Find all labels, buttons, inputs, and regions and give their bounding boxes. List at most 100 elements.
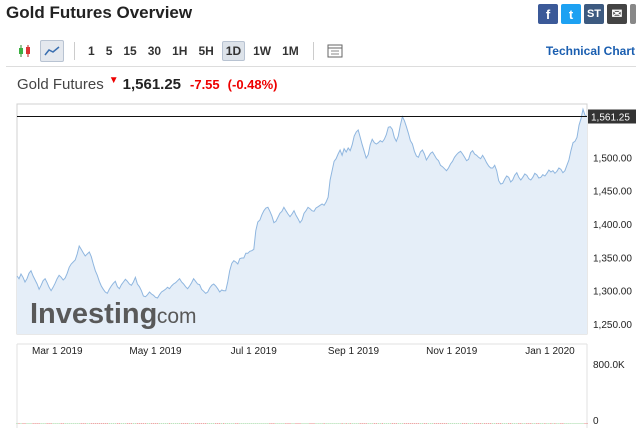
volume-bar <box>471 423 474 424</box>
volume-bar <box>451 423 454 424</box>
interval-30[interactable]: 30 <box>147 44 162 58</box>
volume-bar <box>237 423 239 424</box>
volume-bar <box>211 423 213 424</box>
chart-settings-icon[interactable] <box>324 41 346 61</box>
volume-bar <box>221 423 223 424</box>
volume-bar <box>34 423 36 424</box>
volume-bar <box>496 423 498 424</box>
x-tick-label: Jan 1 2020 <box>525 346 575 357</box>
area-chart-icon[interactable] <box>40 40 64 62</box>
volume-bar <box>405 423 408 424</box>
volume-bar <box>94 423 96 424</box>
volume-bar <box>70 423 72 424</box>
x-tick-label: Mar 1 2019 <box>32 346 83 357</box>
interval-1[interactable]: 1 <box>88 44 95 58</box>
volume-bar <box>54 423 56 424</box>
volume-bar <box>271 423 273 424</box>
volume-bar <box>176 423 179 424</box>
volume-bar <box>512 423 514 424</box>
volume-bar <box>409 423 412 424</box>
volume-bar <box>453 423 456 424</box>
volume-bar <box>431 423 434 424</box>
volume-bar <box>457 423 460 424</box>
interval-1m[interactable]: 1M <box>282 44 299 58</box>
volume-bar <box>241 423 243 424</box>
volume-bar <box>552 423 554 424</box>
volume-bar <box>194 423 197 424</box>
volume-bar <box>245 423 247 424</box>
volume-bar <box>427 423 430 424</box>
volume-bar <box>106 423 108 424</box>
volume-bar <box>369 423 371 424</box>
volume-bar <box>417 423 420 424</box>
twitter-icon[interactable]: t <box>561 4 581 24</box>
volume-bar <box>540 423 542 424</box>
volume-bar <box>580 423 582 424</box>
volume-bar <box>295 423 297 424</box>
interval-1w[interactable]: 1W <box>253 44 272 58</box>
volume-bar <box>184 423 187 424</box>
volume-bar <box>291 423 293 424</box>
volume-bar <box>22 423 24 424</box>
interval-1d[interactable]: 1D <box>221 41 246 61</box>
volume-bar <box>345 423 347 424</box>
volume-bar <box>353 423 355 424</box>
toolbar-divider <box>74 42 75 60</box>
stocktwits-icon[interactable]: ST <box>584 4 604 24</box>
volume-bar <box>132 423 135 424</box>
volume-bar <box>112 423 114 424</box>
volume-bar <box>56 423 58 424</box>
volume-bar <box>20 423 22 424</box>
volume-bar <box>341 423 343 424</box>
volume-bar <box>554 423 556 424</box>
volume-bar <box>50 423 52 424</box>
volume-bar <box>293 423 295 424</box>
volume-bar <box>305 423 307 424</box>
volume-bar <box>36 423 38 424</box>
volume-bar <box>389 423 391 424</box>
volume-bar <box>397 423 399 424</box>
volume-bar <box>586 423 588 424</box>
volume-bar <box>441 423 444 424</box>
volume-bar <box>198 423 201 424</box>
volume-bar <box>303 423 305 424</box>
volume-bar <box>231 423 233 424</box>
volume-bar <box>142 423 145 424</box>
volume-bar <box>82 423 84 424</box>
candlestick-icon[interactable] <box>14 41 36 61</box>
technical-chart-link[interactable]: Technical Chart <box>545 44 635 58</box>
facebook-icon[interactable]: f <box>538 4 558 24</box>
volume-bar <box>235 423 237 424</box>
volume-bar <box>361 423 363 424</box>
volume-bar <box>253 423 255 424</box>
volume-bar <box>485 423 488 424</box>
volume-bar <box>568 423 570 424</box>
more-share-icon[interactable] <box>630 4 636 24</box>
volume-bar <box>46 423 48 424</box>
interval-5[interactable]: 5 <box>105 44 113 58</box>
volume-bar <box>375 423 377 424</box>
last-price: 1,561.25 <box>122 76 182 93</box>
volume-bar <box>469 423 472 424</box>
interval-15[interactable]: 15 <box>123 44 137 58</box>
volume-bar <box>331 423 333 424</box>
volume-bar <box>403 423 406 424</box>
volume-bar <box>28 423 30 424</box>
volume-bar <box>154 423 157 424</box>
volume-tick-label: 0 <box>593 416 599 427</box>
volume-bar <box>26 423 28 424</box>
volume-bar <box>287 423 289 424</box>
interval-1h[interactable]: 1H <box>172 44 188 58</box>
volume-bar <box>164 423 167 424</box>
volume-bar <box>395 423 397 424</box>
volume-bar <box>307 423 309 424</box>
last-price-tag <box>588 109 636 124</box>
volume-bar <box>518 423 520 424</box>
volume-bar <box>259 423 261 424</box>
volume-bar <box>313 423 315 424</box>
volume-bar <box>124 423 127 424</box>
email-icon[interactable]: ✉ <box>607 4 627 24</box>
volume-bar <box>584 423 586 424</box>
interval-5h[interactable]: 5H <box>198 44 214 58</box>
